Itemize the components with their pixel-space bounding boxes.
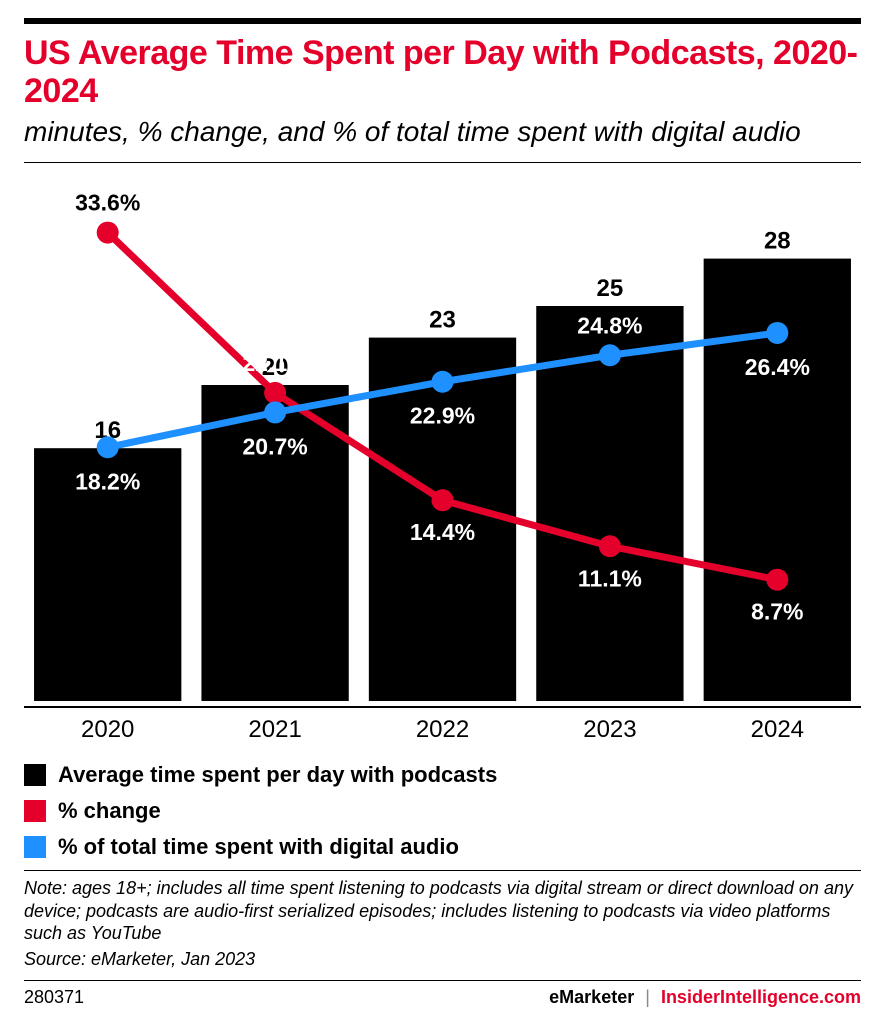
pct_change-value-label: 33.6% xyxy=(75,191,140,216)
x-axis-label: 2021 xyxy=(191,708,358,744)
legend-label: Average time spent per day with podcasts xyxy=(58,762,497,788)
x-axis-label: 2020 xyxy=(24,708,191,744)
bar-value-label: 25 xyxy=(597,275,624,302)
legend-swatch xyxy=(24,764,46,786)
legend-label: % of total time spent with digital audio xyxy=(58,834,459,860)
pct_of_total-value-label: 18.2% xyxy=(75,469,140,495)
pct_of_total-marker xyxy=(97,437,119,459)
top-rule xyxy=(24,18,861,24)
footer-brands: eMarketer | InsiderIntelligence.com xyxy=(549,987,861,1008)
bottom-rule xyxy=(24,980,861,981)
pct_change-value-label: 8.7% xyxy=(751,599,803,625)
brand-emarketer: eMarketer xyxy=(549,987,634,1007)
pct_of_total-marker xyxy=(599,345,621,367)
source-text: Source: eMarketer, Jan 2023 xyxy=(24,949,861,970)
pct_change-value-label: 14.4% xyxy=(410,520,475,546)
footer-id: 280371 xyxy=(24,987,84,1008)
x-axis-label: 2023 xyxy=(526,708,693,744)
note-text: Note: ages 18+; includes all time spent … xyxy=(24,877,861,945)
legend-swatch xyxy=(24,800,46,822)
chart-title: US Average Time Spent per Day with Podca… xyxy=(24,34,861,110)
bar xyxy=(201,385,348,701)
pct_of_total-value-label: 22.9% xyxy=(410,403,475,429)
legend-item: % change xyxy=(24,798,861,824)
pct_of_total-value-label: 24.8% xyxy=(577,313,642,339)
pct_change-value-label: 22.1% xyxy=(242,350,307,376)
mid-rule xyxy=(24,162,861,163)
pct_change-marker xyxy=(264,382,286,404)
bar-value-label: 28 xyxy=(764,228,791,255)
pct_change-marker xyxy=(97,222,119,244)
pct_change-marker xyxy=(432,490,454,512)
pct_change-marker xyxy=(599,536,621,558)
chart-svg: 162023252833.6%22.1%14.4%11.1%8.7%18.2%2… xyxy=(24,191,861,701)
legend-label: % change xyxy=(58,798,161,824)
x-axis-label: 2024 xyxy=(694,708,861,744)
legend-item: Average time spent per day with podcasts xyxy=(24,762,861,788)
x-axis-label: 2022 xyxy=(359,708,526,744)
pct_of_total-marker xyxy=(264,402,286,424)
legend-swatch xyxy=(24,836,46,858)
legend-item: % of total time spent with digital audio xyxy=(24,834,861,860)
footer: 280371 eMarketer | InsiderIntelligence.c… xyxy=(24,987,861,1008)
brand-pipe: | xyxy=(645,987,650,1007)
bar-value-label: 23 xyxy=(429,307,456,334)
pct_of_total-marker xyxy=(766,322,788,344)
pct_of_total-marker xyxy=(432,371,454,393)
legend: Average time spent per day with podcasts… xyxy=(24,762,861,860)
pct_change-marker xyxy=(766,569,788,591)
brand-insider: InsiderIntelligence.com xyxy=(661,987,861,1007)
note-rule xyxy=(24,870,861,871)
chart-subtitle: minutes, % change, and % of total time s… xyxy=(24,116,861,148)
chart-area: 162023252833.6%22.1%14.4%11.1%8.7%18.2%2… xyxy=(24,191,861,744)
x-axis-labels: 20202021202220232024 xyxy=(24,706,861,744)
pct_of_total-value-label: 20.7% xyxy=(242,434,307,460)
pct_change-value-label: 11.1% xyxy=(578,566,642,592)
pct_of_total-value-label: 26.4% xyxy=(745,354,810,380)
